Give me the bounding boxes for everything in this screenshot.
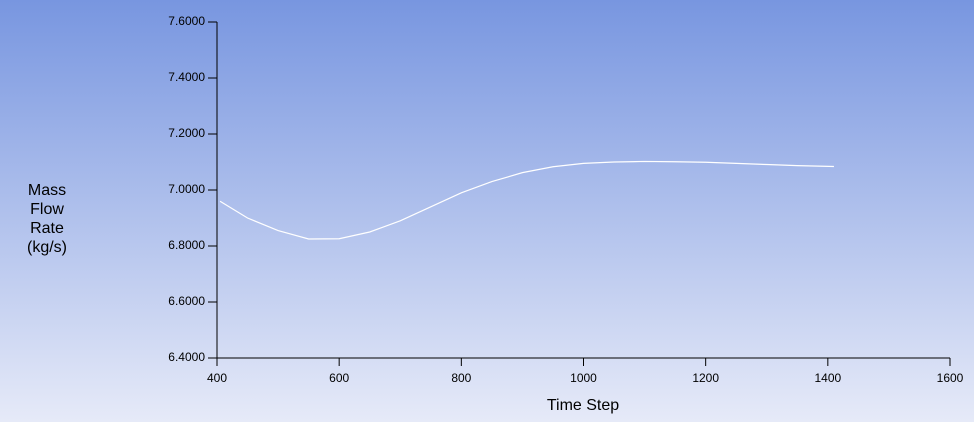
x-tick-label: 400 (207, 371, 227, 385)
data-line (219, 160, 834, 240)
y-tick-label: 7.2000 (168, 126, 205, 140)
y-tick-label: 6.6000 (168, 294, 205, 308)
x-tick-label: 600 (329, 371, 349, 385)
x-tick-label: 1000 (570, 371, 597, 385)
y-tick-label: 7.4000 (168, 70, 205, 84)
y-tick-label: 6.8000 (168, 238, 205, 252)
x-axis-title: Time Step (547, 397, 619, 414)
y-tick-label: 6.4000 (168, 350, 205, 364)
y-axis-title: Mass (28, 182, 66, 199)
x-tick-label: 1200 (692, 371, 719, 385)
y-axis-title: Rate (30, 220, 64, 237)
y-tick-label: 7.6000 (168, 14, 205, 28)
x-tick-label: 1600 (937, 371, 964, 385)
x-tick-label: 1400 (814, 371, 841, 385)
y-axis-title: Flow (30, 201, 64, 218)
y-tick-label: 7.0000 (168, 182, 205, 196)
x-tick-label: 800 (451, 371, 471, 385)
y-axis-title: (kg/s) (27, 239, 67, 256)
